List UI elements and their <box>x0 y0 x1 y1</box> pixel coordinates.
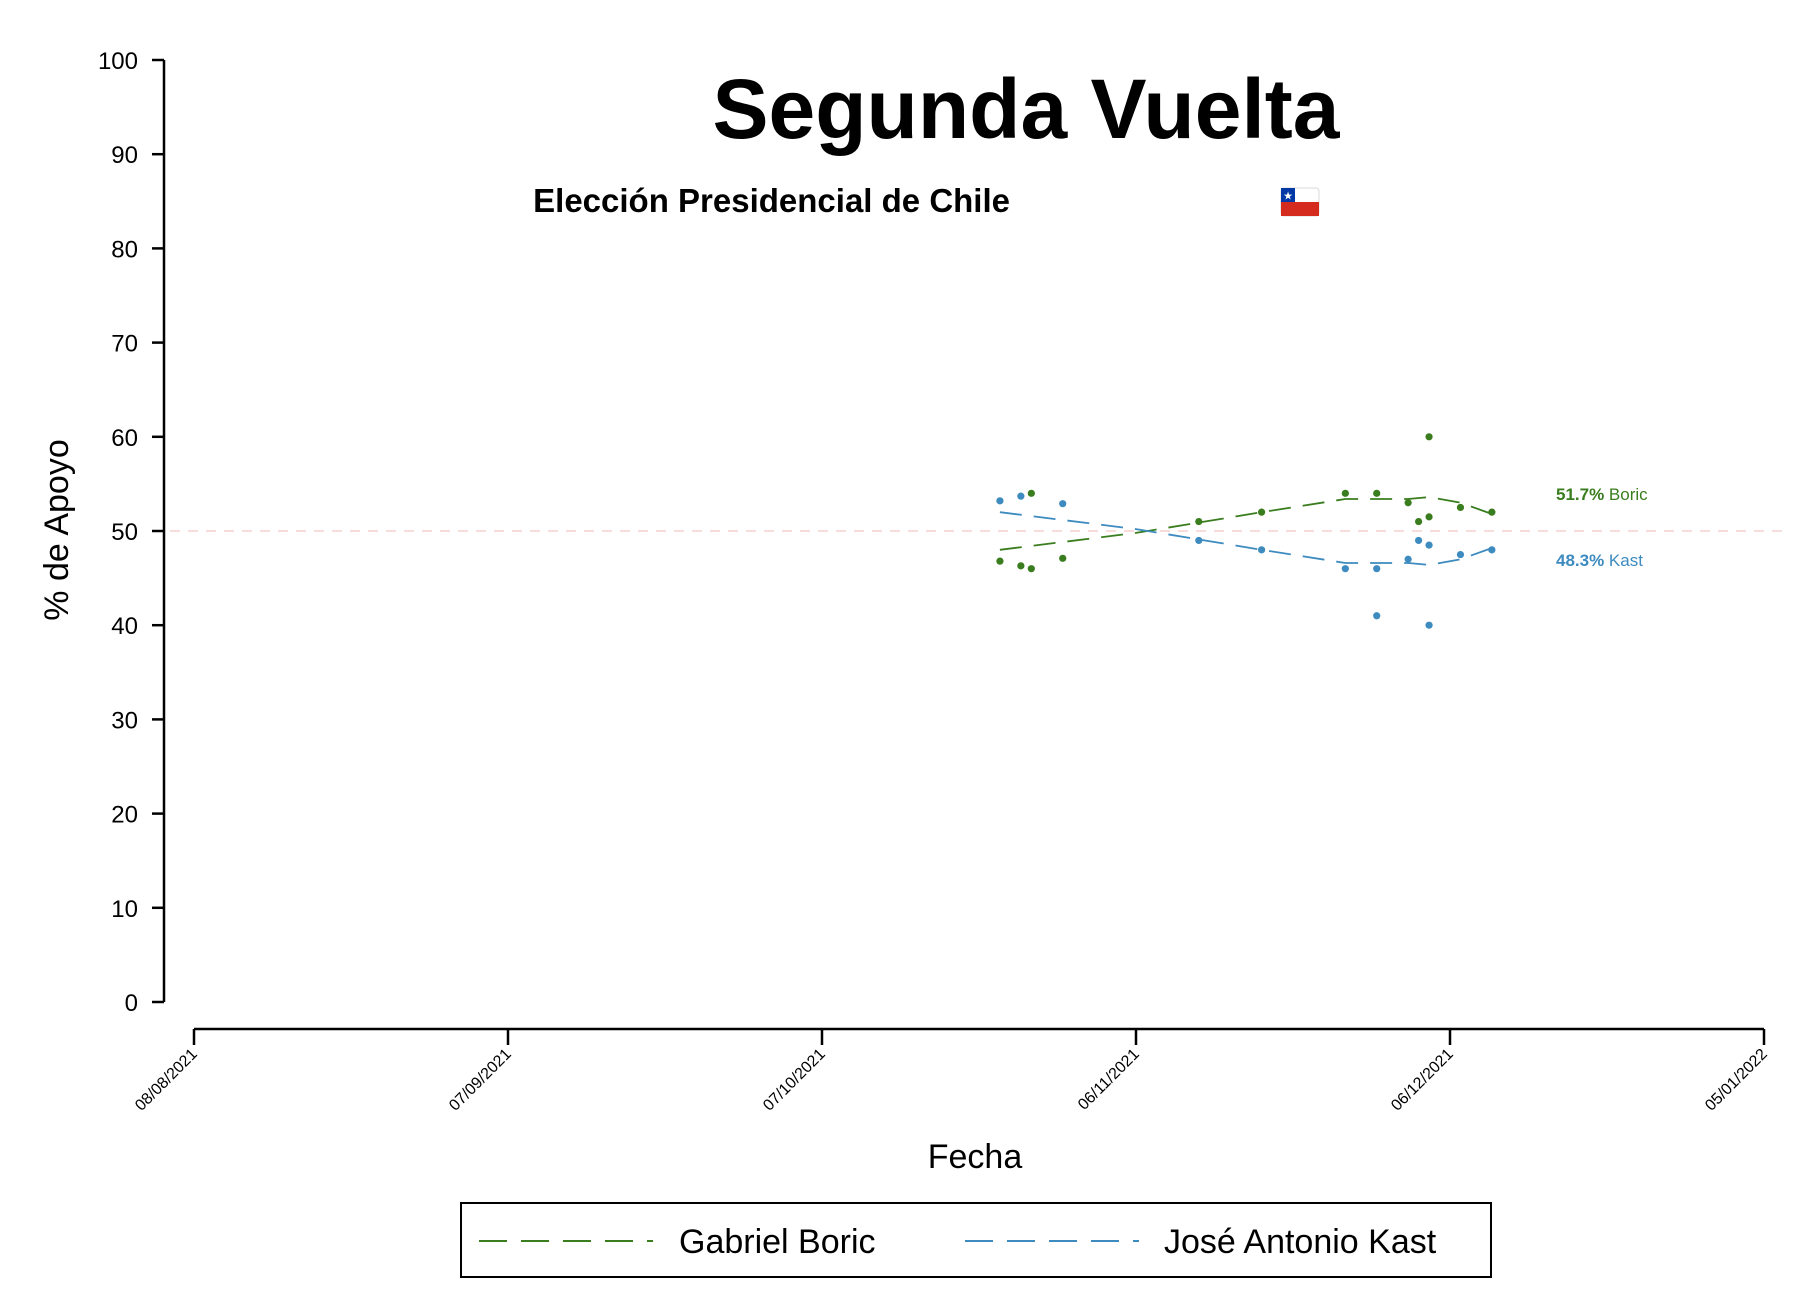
chart-subtitle: Elección Presidencial de Chile <box>533 182 1010 219</box>
poll-point-boric <box>1027 489 1035 497</box>
y-tick-label: 60 <box>111 425 138 452</box>
x-tick-label: 07/09/2021 <box>446 1046 515 1115</box>
trend-line-kast <box>999 511 1493 566</box>
end-labels: 51.7% Boric 48.3% Kast <box>1556 485 1648 570</box>
poll-point-kast <box>1195 536 1203 545</box>
poll-point-kast <box>1425 621 1433 629</box>
poll-point-boric <box>1017 562 1025 570</box>
trend-line-boric <box>999 496 1493 551</box>
poll-point-boric <box>1059 554 1067 562</box>
y-axis-title: % de Apoyo <box>38 439 76 620</box>
y-tick-label: 10 <box>111 896 138 923</box>
x-tick-label: 05/01/2022 <box>1702 1046 1771 1115</box>
plot-area <box>996 433 1496 629</box>
poll-point-kast <box>1258 546 1266 554</box>
poll-point-kast <box>996 497 1004 505</box>
poll-point-kast <box>1425 541 1433 549</box>
y-tick-label: 50 <box>111 519 138 546</box>
legend-label-kast: José Antonio Kast <box>1164 1223 1437 1261</box>
poll-point-boric <box>1027 565 1035 573</box>
y-tick-label: 30 <box>111 707 138 734</box>
poll-point-boric <box>1341 489 1349 497</box>
y-tick-label: 70 <box>111 331 138 358</box>
end-name-boric: Boric <box>1604 485 1648 504</box>
end-label-boric: 51.7% Boric <box>1556 485 1648 504</box>
end-label-kast: 48.3% Kast <box>1556 551 1643 570</box>
poll-point-kast <box>1059 500 1067 508</box>
x-axis-title: Fecha <box>928 1138 1023 1176</box>
y-tick-label: 80 <box>111 236 138 263</box>
poll-point-boric <box>1456 503 1465 512</box>
legend: Gabriel Boric José Antonio Kast <box>460 1202 1492 1278</box>
poll-point-kast <box>1415 536 1423 545</box>
x-axis: 08/08/2021 07/09/2021 07/10/2021 06/11/2021… <box>132 1027 1771 1115</box>
poll-point-kast <box>1017 492 1025 500</box>
poll-point-kast <box>1404 555 1412 563</box>
y-tick-label: 0 <box>125 990 138 1017</box>
end-value-boric: 51.7% <box>1556 485 1604 504</box>
poll-point-boric <box>1425 513 1433 521</box>
x-tick-label: 06/12/2021 <box>1388 1046 1457 1115</box>
poll-point-boric <box>1425 433 1433 441</box>
x-tick-label: 08/08/2021 <box>132 1046 201 1115</box>
poll-point-kast <box>1373 612 1381 620</box>
poll-point-kast <box>1488 546 1496 554</box>
end-name-kast: Kast <box>1604 551 1643 570</box>
poll-point-boric <box>1373 489 1381 497</box>
x-tick-label: 07/10/2021 <box>760 1046 829 1115</box>
poll-point-kast <box>1456 550 1465 559</box>
y-tick-label: 20 <box>111 802 138 829</box>
poll-point-boric <box>1404 499 1412 507</box>
poll-point-boric <box>1195 517 1203 526</box>
y-tick-label: 100 <box>98 48 138 75</box>
legend-label-boric: Gabriel Boric <box>679 1223 876 1261</box>
y-tick-label: 40 <box>111 613 138 640</box>
y-axis: 0 10 20 30 40 50 60 70 80 90 100 <box>98 48 166 1017</box>
chart-title: Segunda Vuelta <box>712 62 1340 156</box>
y-tick-label: 90 <box>111 142 138 169</box>
x-tick-label: 06/11/2021 <box>1075 1046 1143 1114</box>
poll-point-boric <box>996 557 1004 565</box>
poll-point-boric <box>1488 508 1496 516</box>
poll-point-boric <box>1415 517 1423 526</box>
poll-point-boric <box>1258 508 1266 516</box>
svg-text:★: ★ <box>1283 190 1293 203</box>
poll-point-kast <box>1373 565 1381 573</box>
end-value-kast: 48.3% <box>1556 551 1604 570</box>
chile-flag-icon: ★ <box>1280 187 1320 217</box>
poll-point-kast <box>1341 565 1349 573</box>
